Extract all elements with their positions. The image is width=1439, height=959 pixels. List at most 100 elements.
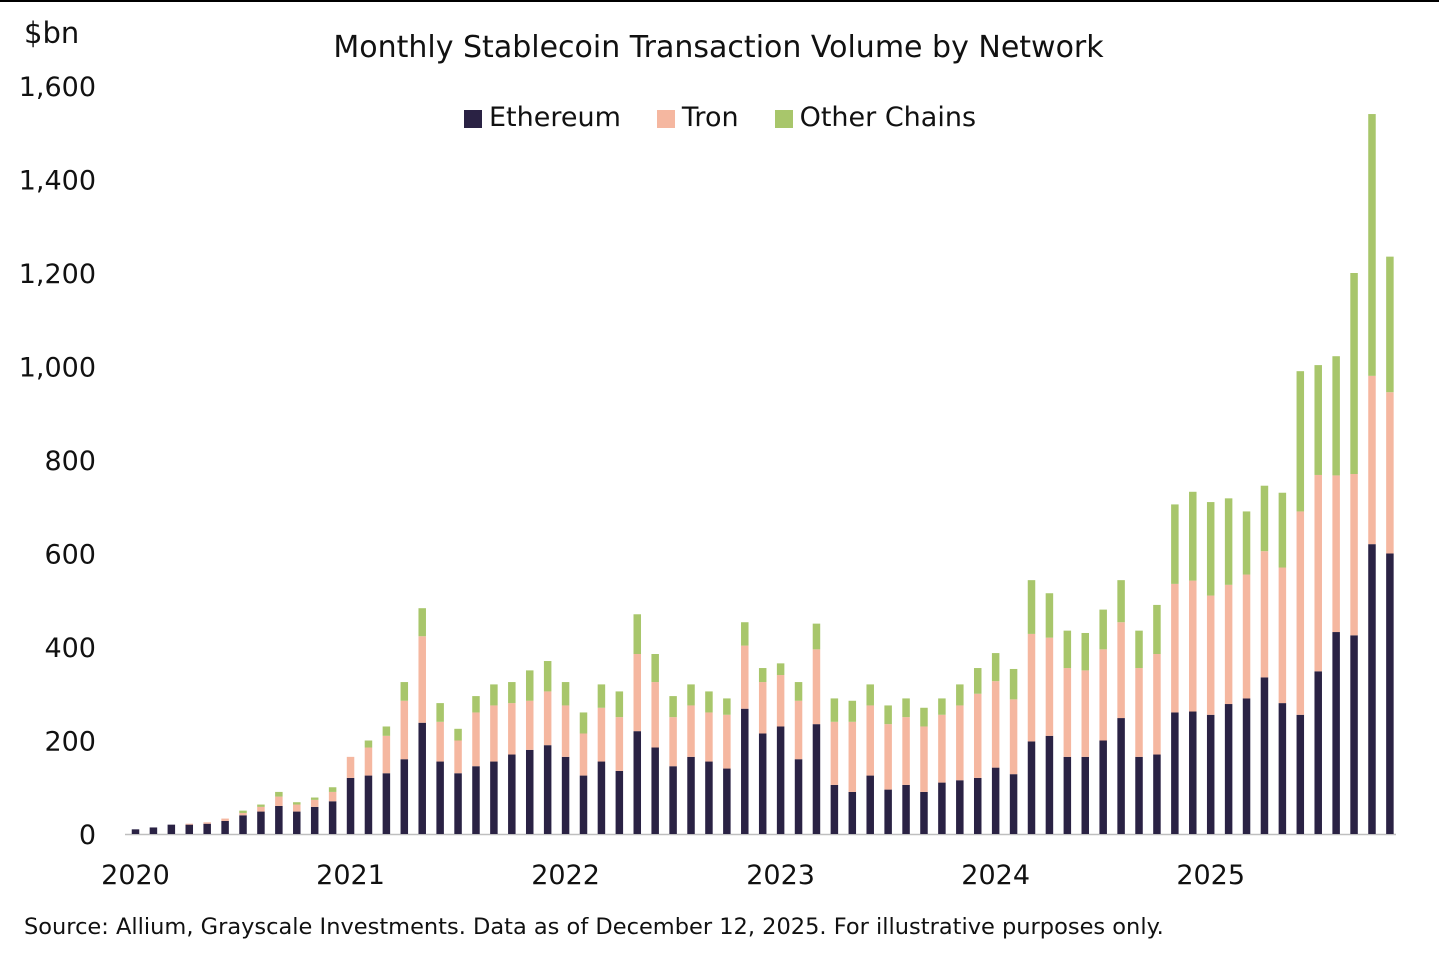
bar-segment-other-chains [812,623,821,650]
bar-segment-tron [776,675,785,727]
bar-segment-tron [1189,580,1197,712]
bar-segment-other-chains [257,804,265,807]
bar-segment-ethereum [382,773,391,834]
bar-segment-other-chains [1242,511,1251,575]
bar-segment-tron [364,747,373,776]
bar-segment-ethereum [561,756,570,834]
bar-segment-other-chains [293,802,301,805]
bar-segment-ethereum [490,761,498,834]
bar-segment-ethereum [436,761,444,834]
bar-segment-tron [293,804,301,812]
bar-segment-tron [830,721,839,785]
bar-segment-other-chains [382,726,391,736]
bar-segment-tron [884,724,892,790]
bar-segment-tron [436,721,444,762]
bar-segment-ethereum [579,775,588,834]
bar-segment-ethereum [705,761,713,834]
bar-segment-ethereum [1081,756,1090,834]
bar-segment-other-chains [956,684,964,706]
bar-segment-other-chains [543,661,552,692]
legend-item-ethereum: Ethereum [464,102,621,133]
bar-segment-other-chains [328,787,337,792]
bar-segment-tron [454,740,462,774]
bar-segment-other-chains [579,712,588,734]
bar-segment-other-chains [508,682,516,704]
bar-segment-ethereum [543,745,552,834]
bar-segment-ethereum [167,824,176,834]
bar-segment-tron [866,705,874,776]
bar-segment-tron [1314,474,1322,672]
bar-segment-ethereum [723,768,731,834]
bar-segment-other-chains [561,682,570,706]
bar-segment-other-chains [938,698,946,715]
legend-label-ethereum: Ethereum [489,102,621,133]
bar-segment-ethereum [973,777,982,834]
bar-segment-ethereum [1117,718,1125,834]
bar-segment-ethereum [328,801,337,834]
legend-item-other-chains: Other Chains [774,102,976,133]
bar-segment-tron [794,700,803,760]
bar-segment-tron [561,705,570,757]
bar-segment-tron [705,712,713,762]
bar-segment-tron [1135,668,1143,757]
bar-segment-ethereum [1171,712,1179,834]
bar-segment-other-chains [418,608,426,637]
bar-segment-other-chains [758,668,767,683]
bar-segment-other-chains [1314,365,1322,475]
bar-segment-other-chains [884,705,892,725]
y-tick-label: 1,200 [19,259,96,290]
bar-segment-other-chains [1368,114,1376,376]
bar-segment-ethereum [1135,756,1143,834]
legend-item-tron: Tron [656,102,739,133]
bar-segment-ethereum [884,789,892,834]
bar-segment-other-chains [1045,593,1054,638]
bar-segment-ethereum [669,766,677,834]
y-tick-label: 1,600 [19,72,96,103]
bar-segment-ethereum [1027,741,1036,834]
bar-segment-ethereum [866,775,874,834]
bar-segment-tron [472,712,480,767]
bar-segment-ethereum [651,747,659,834]
bar-segment-tron [848,721,857,792]
bar-segment-tron [1278,567,1287,704]
bar-segment-tron [328,791,337,802]
bar-segment-other-chains [1027,580,1036,634]
bar-segment-other-chains [723,698,731,715]
bar-segment-other-chains [1171,504,1179,584]
bar-segment-other-chains [1081,632,1090,671]
bar-segment-ethereum [239,815,247,834]
bar-segment-other-chains [400,682,409,701]
bar-segment-ethereum [418,722,426,834]
bar-segment-ethereum [687,756,695,834]
bar-segment-ethereum [400,759,409,834]
bar-segment-other-chains [991,653,1000,682]
bar-segment-other-chains [490,684,498,706]
bar-segment-tron [758,682,767,734]
bar-segment-ethereum [830,784,839,834]
bar-segment-tron [382,735,391,774]
bar-segment-ethereum [293,811,301,834]
bar-segment-tron [543,691,552,746]
bar-segment-tron [651,682,659,748]
bar-segment-other-chains [1278,492,1287,568]
bar-segment-tron [812,649,821,725]
bar-segment-ethereum [525,749,534,834]
bar-segment-other-chains [687,684,695,706]
bar-segment-tron [938,714,946,783]
legend: Ethereum Tron Other Chains [464,102,1012,133]
bar-segment-tron [525,700,534,750]
y-tick-label: 200 [44,727,96,758]
bar-segment-ethereum [776,726,785,834]
bar-segment-other-chains [239,810,247,813]
bar-segment-tron [1242,574,1251,699]
bar-segment-tron [1171,583,1179,713]
bar-segment-tron [1350,474,1358,636]
bar-segment-tron [973,693,982,778]
bar-segment-ethereum [257,811,265,834]
bar-segment-tron [275,796,283,806]
bar-segment-ethereum [1368,544,1376,834]
bar-segment-ethereum [185,824,194,834]
bar-segment-other-chains [830,698,839,722]
source-note: Source: Allium, Grayscale Investments. D… [24,914,1164,940]
